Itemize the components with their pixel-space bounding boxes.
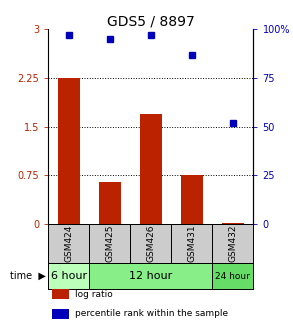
Bar — [89, 224, 130, 263]
Text: 24 hour: 24 hour — [215, 272, 251, 281]
Text: GSM426: GSM426 — [146, 225, 155, 262]
Text: GSM425: GSM425 — [105, 225, 114, 262]
Bar — [89, 263, 212, 289]
Bar — [98, 182, 121, 224]
Bar — [212, 224, 253, 263]
Text: 6 hour: 6 hour — [51, 271, 87, 281]
Text: GSM424: GSM424 — [64, 225, 73, 262]
Bar — [140, 114, 162, 224]
Bar — [52, 309, 69, 319]
Bar — [180, 175, 203, 224]
Bar — [57, 78, 80, 224]
Text: GSM432: GSM432 — [229, 225, 237, 262]
Title: GDS5 / 8897: GDS5 / 8897 — [107, 14, 195, 28]
Text: time  ▶: time ▶ — [10, 271, 45, 281]
Text: percentile rank within the sample: percentile rank within the sample — [75, 309, 228, 318]
Bar — [52, 289, 69, 299]
Bar — [130, 224, 171, 263]
Text: GSM431: GSM431 — [188, 225, 196, 263]
Bar — [48, 224, 89, 263]
Bar — [48, 263, 89, 289]
Bar — [212, 263, 253, 289]
Bar — [222, 223, 244, 224]
Text: 12 hour: 12 hour — [129, 271, 173, 281]
Text: log ratio: log ratio — [75, 289, 113, 299]
Bar — [171, 224, 212, 263]
